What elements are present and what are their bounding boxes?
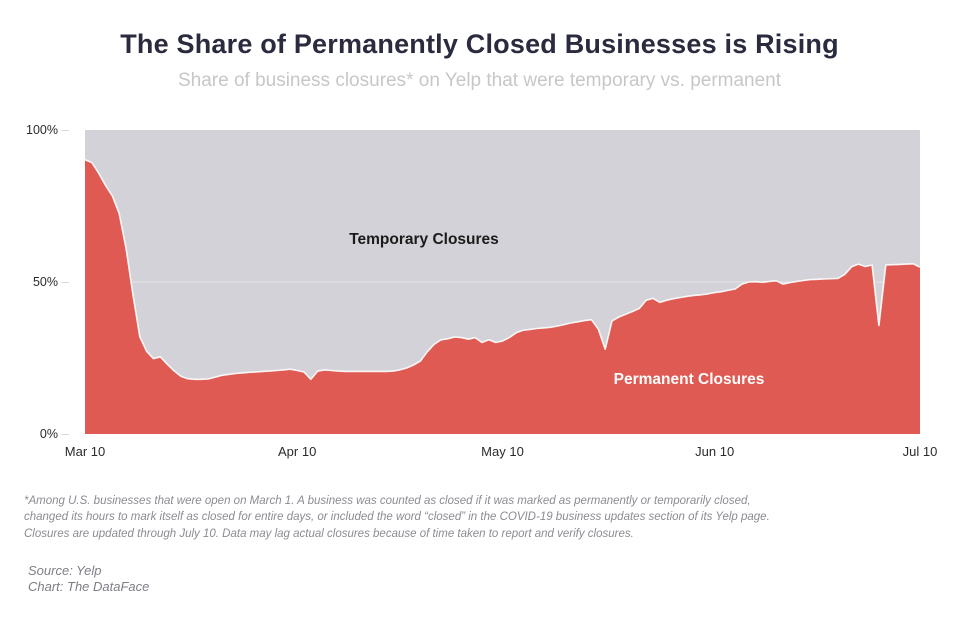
permanent-closures-label: Permanent Closures (613, 371, 765, 388)
x-axis-label-jul-10: Jul 10 (902, 444, 938, 459)
permanent-closures-outline (85, 159, 920, 381)
temporary-closures-label: Temporary Closures (349, 231, 499, 248)
y-axis-label-0: 0% (39, 427, 58, 441)
y-axis-tick-0 (62, 434, 69, 435)
y-axis-tick-50 (62, 282, 69, 283)
permanent-closures-area (85, 159, 920, 434)
x-axis-label-jun-10: Jun 10 (695, 444, 735, 459)
plot-area (85, 130, 920, 434)
footnote-line-1: *Among U.S. businesses that were open on… (24, 495, 751, 507)
chart-credit: Chart: The DataFace (28, 579, 150, 594)
plot-svg (85, 130, 920, 434)
chart-title: The Share of Permanently Closed Business… (120, 29, 839, 59)
chart-subtitle: Share of business closures* on Yelp that… (177, 70, 782, 91)
y-axis-tick-100 (62, 130, 69, 131)
source-credit: Source: Yelp (28, 563, 102, 578)
x-axis-label-may-10: May 10 (481, 444, 524, 459)
footnote-line-3: Closures are updated through July 10. Da… (24, 528, 634, 540)
y-axis-label-50: 50% (32, 275, 58, 289)
footnote-line-2: changed its hours to mark itself as clos… (24, 511, 770, 523)
x-axis-label-apr-10: Apr 10 (278, 444, 317, 459)
x-axis-label-mar-10: Mar 10 (64, 444, 106, 459)
y-axis-label-100: 100% (26, 123, 58, 137)
